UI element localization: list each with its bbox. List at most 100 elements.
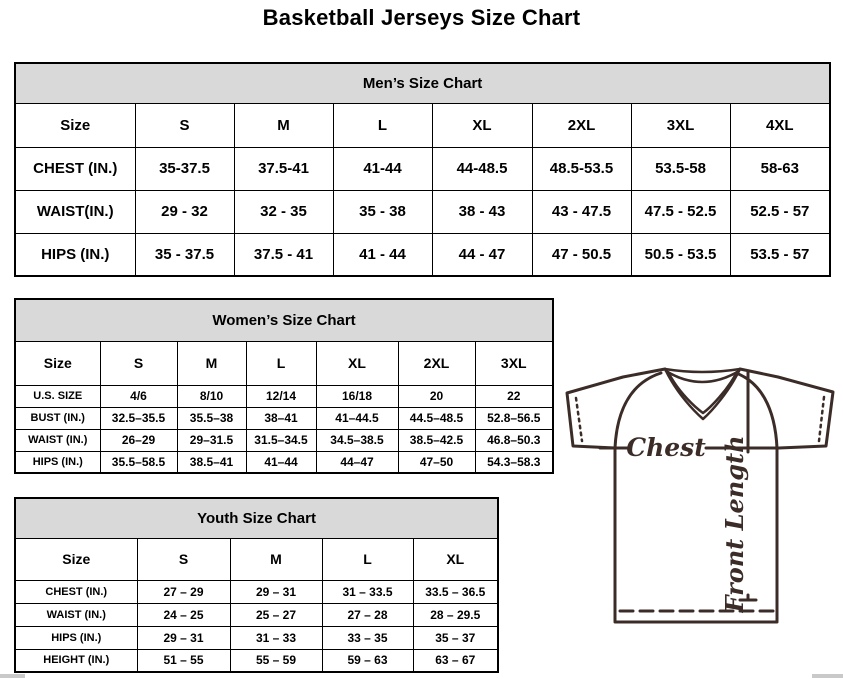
value-cell: 28 – 29.5: [412, 602, 499, 627]
value-cell: 29–31.5: [176, 428, 247, 452]
value-cell: 47 - 50.5: [531, 232, 632, 277]
youth-table-grid: Youth Size Chart Size S M L XL CHEST (IN.) 27 –…: [14, 497, 500, 673]
mens-table-grid: Men’s Size Chart Size S M L XL 2XL 3XL 4XL CHEST …: [14, 62, 832, 277]
front-length-label: Front Length: [720, 435, 749, 613]
value-cell: 37.5 - 41: [233, 232, 334, 277]
value-cell: 59 – 63: [321, 648, 414, 673]
row-label: WAIST (IN.): [14, 428, 101, 452]
jersey-measurement-icon: Chest Front Length: [565, 367, 835, 624]
column-header: S: [136, 537, 231, 581]
column-header: XL: [431, 102, 533, 148]
value-cell: 53.5 - 57: [729, 232, 831, 277]
value-cell: 20: [397, 384, 476, 408]
row-label: HIPS (IN.): [14, 232, 136, 277]
value-cell: 48.5-53.5: [531, 146, 632, 191]
value-cell: 50.5 - 53.5: [630, 232, 731, 277]
column-header: Size: [14, 340, 101, 386]
youth-size-chart-table: Youth Size Chart Size S M L XL CHEST (IN.) 27 –…: [14, 497, 500, 673]
page-title: Basketball Jerseys Size Chart: [262, 5, 581, 30]
row-label: CHEST (IN.): [14, 146, 136, 191]
row-label: WAIST(IN.): [14, 189, 136, 234]
value-cell: 55 – 59: [229, 648, 323, 673]
value-cell: 33.5 – 36.5: [412, 579, 499, 604]
column-header: Size: [14, 102, 136, 148]
value-cell: 33 – 35: [321, 625, 414, 650]
table-title: Men’s Size Chart: [14, 62, 831, 104]
value-cell: 31 – 33: [229, 625, 323, 650]
column-header: L: [321, 537, 414, 581]
row-label: WAIST (IN.): [14, 602, 138, 627]
value-cell: 37.5-41: [233, 146, 334, 191]
value-cell: 44 - 47: [431, 232, 533, 277]
value-cell: 35.5–38: [176, 406, 247, 430]
jersey-collar: [663, 367, 742, 421]
column-header: 3XL: [474, 340, 554, 386]
value-cell: 47–50: [397, 450, 476, 474]
value-cell: 29 – 31: [229, 579, 323, 604]
jersey-right-sleeve: [738, 367, 835, 450]
value-cell: 35 – 37: [412, 625, 499, 650]
womens-table-grid: Women’s Size Chart Size S M L XL 2XL 3XL U.S. SI…: [14, 298, 555, 474]
value-cell: 44-48.5: [431, 146, 533, 191]
value-cell: 46.8–50.3: [474, 428, 554, 452]
value-cell: 12/14: [245, 384, 317, 408]
mens-size-chart-table: Men’s Size Chart Size S M L XL 2XL 3XL 4XL CHEST …: [14, 62, 832, 277]
horizontal-scrollbar-fragment-right[interactable]: [812, 674, 843, 678]
column-header: XL: [315, 340, 399, 386]
value-cell: 29 – 31: [136, 625, 231, 650]
value-cell: 43 - 47.5: [531, 189, 632, 234]
jersey-diagram: Chest Front Length: [557, 362, 843, 662]
value-cell: 47.5 - 52.5: [630, 189, 731, 234]
value-cell: 38.5–41: [176, 450, 247, 474]
value-cell: 41 - 44: [332, 232, 433, 277]
column-header: M: [229, 537, 323, 581]
value-cell: 35 - 38: [332, 189, 433, 234]
value-cell: 63 – 67: [412, 648, 499, 673]
value-cell: 31 – 33.5: [321, 579, 414, 604]
column-header: 2XL: [531, 102, 632, 148]
horizontal-scrollbar-fragment-left[interactable]: [0, 674, 25, 678]
value-cell: 26–29: [99, 428, 178, 452]
value-cell: 52.8–56.5: [474, 406, 554, 430]
row-label: BUST (IN.): [14, 406, 101, 430]
column-header: L: [332, 102, 433, 148]
value-cell: 54.3–58.3: [474, 450, 554, 474]
value-cell: 35 - 37.5: [134, 232, 235, 277]
column-header: XL: [412, 537, 499, 581]
value-cell: 38 - 43: [431, 189, 533, 234]
value-cell: 38.5–42.5: [397, 428, 476, 452]
value-cell: 41–44: [245, 450, 317, 474]
value-cell: 32 - 35: [233, 189, 334, 234]
row-label: CHEST (IN.): [14, 579, 138, 604]
value-cell: 41–44.5: [315, 406, 399, 430]
column-header: M: [176, 340, 247, 386]
value-cell: 35-37.5: [134, 146, 235, 191]
column-header: 2XL: [397, 340, 476, 386]
value-cell: 58-63: [729, 146, 831, 191]
column-header: 4XL: [729, 102, 831, 148]
value-cell: 53.5-58: [630, 146, 731, 191]
value-cell: 24 – 25: [136, 602, 231, 627]
chest-label: Chest: [626, 433, 706, 462]
jersey-right-stitch: [817, 395, 826, 443]
value-cell: 44–47: [315, 450, 399, 474]
value-cell: 27 – 29: [136, 579, 231, 604]
womens-size-chart-table: Women’s Size Chart Size S M L XL 2XL 3XL U.S. SI…: [14, 298, 555, 474]
jersey-left-sleeve: [565, 367, 667, 450]
row-label: HEIGHT (IN.): [14, 648, 138, 673]
column-header: S: [134, 102, 235, 148]
column-header: M: [233, 102, 334, 148]
column-header: L: [245, 340, 317, 386]
table-title: Women’s Size Chart: [14, 298, 554, 342]
value-cell: 16/18: [315, 384, 399, 408]
value-cell: 29 - 32: [134, 189, 235, 234]
front-length-measure-line: [738, 593, 758, 602]
value-cell: 35.5–58.5: [99, 450, 178, 474]
column-header: 3XL: [630, 102, 731, 148]
column-header: S: [99, 340, 178, 386]
jersey-left-seam: [613, 371, 663, 450]
value-cell: 32.5–35.5: [99, 406, 178, 430]
jersey-right-seam: [734, 371, 779, 450]
jersey-body-outline: [613, 446, 779, 624]
value-cell: 27 – 28: [321, 602, 414, 627]
